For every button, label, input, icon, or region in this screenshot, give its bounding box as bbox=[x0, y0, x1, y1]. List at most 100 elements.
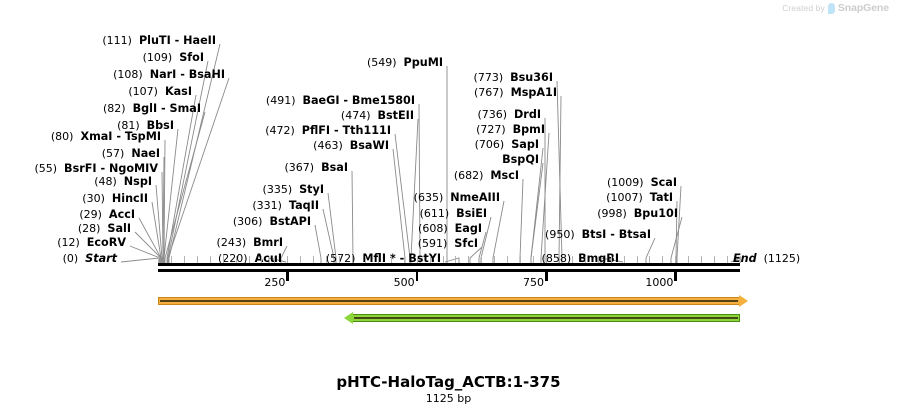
enzyme-label[interactable]: (608) EagI bbox=[418, 222, 482, 235]
enzyme-name: TaqII bbox=[288, 199, 319, 212]
minor-tick bbox=[443, 256, 444, 263]
feature-arrow[interactable] bbox=[344, 312, 740, 324]
enzyme-label[interactable]: (1007) TatI bbox=[606, 191, 673, 204]
enzyme-position: (57) bbox=[101, 147, 132, 160]
enzyme-position: (80) bbox=[50, 130, 81, 143]
minor-tick bbox=[236, 256, 237, 263]
enzyme-label[interactable]: (111) PluTI - HaeII bbox=[102, 34, 216, 47]
ruler-tick-label: 750 bbox=[523, 276, 544, 289]
minor-tick bbox=[637, 256, 638, 263]
enzyme-position: (682) bbox=[453, 169, 491, 182]
enzyme-label[interactable]: (1009) ScaI bbox=[607, 176, 677, 189]
enzyme-label[interactable]: (572) MflI * - BstYI bbox=[326, 252, 441, 265]
enzyme-name: BsrFI - NgoMIV bbox=[64, 162, 158, 175]
minor-tick bbox=[520, 256, 521, 263]
enzyme-label[interactable]: (107) KasI bbox=[128, 85, 192, 98]
minor-tick bbox=[598, 256, 599, 263]
leader-line bbox=[600, 257, 624, 263]
enzyme-label[interactable]: (82) BglI - SmaI bbox=[103, 102, 201, 115]
enzyme-name: BstAPI bbox=[269, 215, 311, 228]
enzyme-position: (108) bbox=[113, 68, 150, 81]
minor-tick bbox=[701, 256, 702, 263]
enzyme-label[interactable]: (30) HincII bbox=[82, 192, 148, 205]
enzyme-position: (1009) bbox=[607, 176, 651, 189]
enzyme-name: PluTI - HaeII bbox=[138, 34, 216, 47]
enzyme-label[interactable]: (998) Bpu10I bbox=[597, 207, 678, 220]
enzyme-position: (608) bbox=[418, 222, 455, 235]
enzyme-label[interactable]: (706) SapI bbox=[475, 138, 539, 151]
leader-line bbox=[134, 231, 162, 263]
watermark-brand-label: SnapGene bbox=[837, 2, 889, 14]
enzyme-name: BsiEI bbox=[456, 207, 487, 220]
leader-line bbox=[469, 246, 483, 263]
enzyme-name: EcoRV bbox=[86, 236, 126, 249]
enzyme-label[interactable]: (472) PflFI - Tth111I bbox=[265, 124, 391, 137]
enzyme-label[interactable]: (950) BtsI - BtsaI bbox=[545, 228, 651, 241]
leader-line bbox=[161, 171, 164, 263]
sequence-backbone-top bbox=[158, 263, 740, 266]
enzyme-label[interactable]: (367) BsaI bbox=[285, 161, 348, 174]
minor-tick bbox=[417, 256, 418, 263]
leader-line bbox=[556, 80, 563, 263]
enzyme-position: (767) bbox=[474, 86, 511, 99]
leader-line bbox=[166, 94, 197, 263]
enzyme-label[interactable]: (243) BmrI bbox=[217, 236, 283, 249]
minor-tick bbox=[197, 256, 198, 263]
ruler-tick-label: 1000 bbox=[645, 276, 674, 289]
enzyme-name: NarI - BsaHI bbox=[149, 68, 225, 81]
enzyme-position: (472) bbox=[265, 124, 302, 137]
enzyme-position: (572) bbox=[325, 252, 363, 265]
minor-tick bbox=[210, 256, 211, 263]
leader-line bbox=[394, 133, 411, 263]
enzyme-label[interactable]: (29) AccI bbox=[79, 208, 135, 221]
enzyme-label[interactable]: (48) NspI bbox=[94, 175, 152, 188]
enzyme-label[interactable]: (28) SalI bbox=[78, 222, 131, 235]
enzyme-label[interactable]: (591) SfcI bbox=[418, 237, 478, 250]
enzyme-label[interactable]: (0) Start bbox=[63, 252, 117, 265]
minor-tick bbox=[727, 256, 728, 263]
enzyme-label[interactable]: (12) EcoRV bbox=[57, 236, 126, 249]
enzyme-label[interactable]: (463) BsaWI bbox=[313, 139, 389, 152]
leader-line bbox=[164, 111, 206, 263]
enzyme-label[interactable]: (474) BstEII bbox=[341, 109, 414, 122]
minor-tick bbox=[585, 256, 586, 263]
enzyme-label[interactable]: (80) XmaI - TspMI bbox=[51, 130, 161, 143]
minor-tick bbox=[675, 256, 676, 263]
enzyme-label[interactable]: (682) MscI bbox=[454, 169, 519, 182]
leader-line bbox=[410, 118, 419, 263]
enzyme-label[interactable]: BspQI bbox=[502, 153, 539, 166]
enzyme-label[interactable]: (55) BsrFI - NgoMIV bbox=[34, 162, 158, 175]
enzyme-label[interactable]: (549) PpuMI bbox=[367, 56, 443, 69]
enzyme-label[interactable]: (306) BstAPI bbox=[233, 215, 311, 228]
enzyme-position: (950) bbox=[545, 228, 582, 241]
enzyme-label[interactable]: (491) BaeGI - Bme1580I bbox=[266, 94, 415, 107]
enzyme-label[interactable]: (108) NarI - BsaHI bbox=[113, 68, 225, 81]
enzyme-name: Bpu10I bbox=[633, 207, 678, 220]
enzyme-name: ScaI bbox=[650, 176, 677, 189]
enzyme-label[interactable]: (767) MspA1I bbox=[474, 86, 557, 99]
enzyme-label[interactable]: (635) NmeAIII bbox=[414, 191, 500, 204]
feature-arrow[interactable] bbox=[158, 295, 748, 307]
enzyme-label[interactable]: End (1125) bbox=[733, 252, 800, 265]
minor-tick bbox=[740, 256, 741, 263]
enzyme-label[interactable]: (736) DrdI bbox=[477, 108, 541, 121]
enzyme-label[interactable]: (727) BpmI bbox=[476, 123, 545, 136]
enzyme-label[interactable]: (773) Bsu36I bbox=[474, 71, 553, 84]
enzyme-label[interactable]: (109) SfoI bbox=[143, 51, 204, 64]
enzyme-label[interactable]: (81) BbsI bbox=[117, 119, 174, 132]
minor-tick bbox=[468, 256, 469, 263]
enzyme-position: (12) bbox=[57, 236, 87, 249]
enzyme-name: MscI bbox=[490, 169, 519, 182]
enzyme-label[interactable]: (331) TaqII bbox=[252, 199, 319, 212]
enzyme-label[interactable]: (611) BsiEI bbox=[420, 207, 487, 220]
enzyme-name: End bbox=[733, 252, 757, 265]
minor-tick bbox=[714, 256, 715, 263]
leader-line bbox=[418, 103, 421, 263]
enzyme-label[interactable]: (335) StyI bbox=[263, 183, 324, 196]
feature-inner-line bbox=[160, 300, 738, 302]
enzyme-name: BspQI bbox=[502, 153, 539, 166]
enzyme-label[interactable]: (57) NaeI bbox=[102, 147, 160, 160]
enzyme-position: (773) bbox=[473, 71, 511, 84]
minor-tick bbox=[274, 256, 275, 263]
